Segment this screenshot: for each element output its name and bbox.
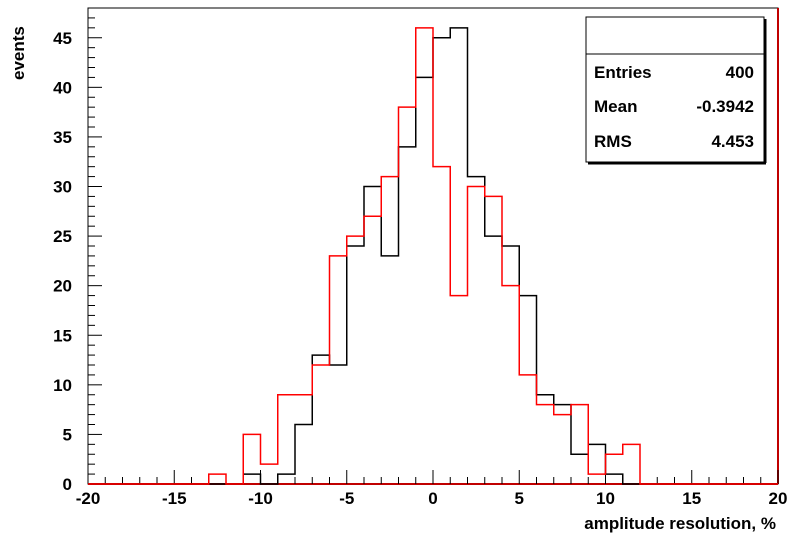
histogram-bin: [278, 395, 295, 484]
x-tick-label: 10: [596, 489, 615, 508]
histogram-bin: [554, 415, 571, 484]
y-tick-label: 15: [53, 326, 72, 345]
x-axis-title: amplitude resolution, %: [584, 514, 776, 533]
histogram-bin: [588, 474, 605, 484]
x-tick-label: 15: [682, 489, 701, 508]
y-tick-label: 10: [53, 376, 72, 395]
histogram-bin: [261, 464, 278, 484]
histogram-series-1-line: [88, 27, 778, 485]
stats-rms-label: RMS: [594, 132, 632, 151]
histogram-bin: [433, 167, 450, 484]
histogram-bin: [485, 196, 502, 484]
stats-entries-value: 400: [726, 63, 754, 82]
stats-mean-label: Mean: [594, 97, 637, 116]
histogram-bin: [347, 236, 364, 484]
y-tick-label: 45: [53, 29, 72, 48]
histogram-bin: [209, 474, 226, 484]
y-tick-label: 25: [53, 227, 72, 246]
histogram-bin: [381, 177, 398, 484]
histogram-bin: [295, 395, 312, 484]
x-tick-label: -20: [76, 489, 101, 508]
x-tick-label: -10: [248, 489, 273, 508]
x-tick-label: -15: [162, 489, 187, 508]
histogram-bin: [330, 256, 347, 484]
y-tick-label: 20: [53, 277, 72, 296]
stats-box-frame: [585, 16, 765, 163]
histogram-bin: [606, 454, 623, 484]
x-tick-labels: -20 -15 -10 -5 0 5 10 15 20: [76, 489, 788, 508]
histogram-bin: [450, 296, 467, 484]
histogram-bin: [519, 375, 536, 484]
y-tick-label: 5: [63, 425, 72, 444]
stats-box: Entries 400 Mean -0.3942 RMS 4.453: [585, 16, 767, 165]
histogram-bin: [243, 434, 260, 484]
histogram-bin: [399, 107, 416, 484]
stats-mean-value: -0.3942: [696, 97, 754, 116]
histogram-bin: [571, 405, 588, 484]
stats-entries-label: Entries: [594, 63, 652, 82]
y-tick-label: 40: [53, 78, 72, 97]
x-tick-label: 5: [515, 489, 524, 508]
histogram-bin: [623, 444, 640, 484]
y-tick-label: 0: [63, 475, 72, 494]
y-tick-label: 35: [53, 128, 72, 147]
histogram-bin: [416, 28, 433, 484]
stats-rms-value: 4.453: [711, 132, 754, 151]
histogram-series: [88, 27, 778, 485]
x-tick-label: -5: [339, 489, 354, 508]
histogram-bin: [537, 405, 554, 484]
y-axis-title: events: [9, 26, 28, 80]
histogram-bin: [502, 286, 519, 484]
y-tick-label: 30: [53, 178, 72, 197]
x-tick-label: 20: [769, 489, 788, 508]
y-axis-ticks: [88, 7, 102, 485]
y-tick-labels: 0 5 10 15 20 25 30 35 40 45: [53, 29, 72, 494]
histogram-bin: [468, 187, 485, 485]
x-tick-label: 0: [428, 489, 437, 508]
histogram-bin: [364, 216, 381, 484]
histogram-bin: [312, 365, 329, 484]
